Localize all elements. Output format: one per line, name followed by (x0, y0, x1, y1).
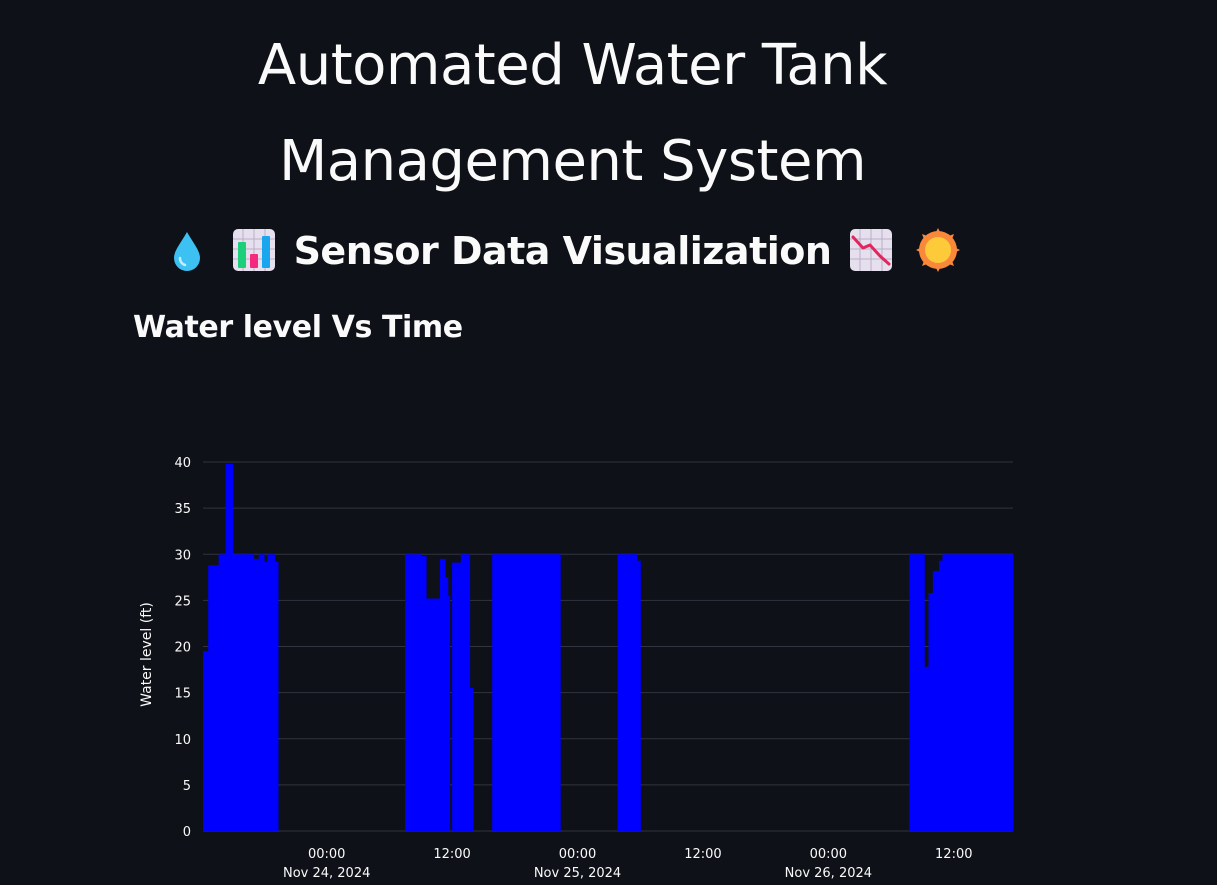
bar (253, 558, 260, 831)
bar (439, 558, 446, 831)
sun-icon (915, 227, 960, 272)
chart-decreasing-icon (850, 228, 893, 271)
x-tick-label: 00:00 (559, 847, 596, 862)
x-tick-date-label: Nov 26, 2024 (785, 866, 872, 881)
x-tick-date-label: Nov 25, 2024 (534, 866, 621, 881)
y-tick-label: 40 (174, 456, 191, 471)
bar (208, 565, 220, 831)
bar (267, 554, 276, 831)
section-title: Sensor Data Visualization (0, 224, 1125, 278)
droplet-icon (174, 231, 201, 271)
y-tick-label: 30 (174, 548, 191, 563)
bar (420, 556, 427, 831)
y-axis-title: Water level (ft) (139, 602, 155, 707)
x-tick-label: 00:00 (308, 847, 345, 862)
bar (425, 598, 443, 831)
bar (405, 554, 422, 831)
bar (909, 554, 925, 831)
bar (460, 554, 471, 831)
bar (452, 562, 462, 831)
bar (203, 651, 209, 831)
bar (617, 554, 638, 831)
bar (445, 577, 449, 831)
page-title-line-1: Automated Water Tank (257, 33, 888, 98)
x-tick-label: 00:00 (810, 847, 847, 862)
bar (938, 560, 944, 831)
bar (924, 666, 930, 831)
y-tick-label: 0 (183, 825, 191, 840)
section-title-text: Sensor Data Visualization (293, 229, 832, 273)
bar (928, 592, 934, 831)
x-tick-label: 12:00 (684, 847, 721, 862)
bar (492, 554, 561, 831)
bar (232, 554, 255, 831)
y-tick-label: 20 (174, 641, 191, 656)
y-tick-label: 35 (174, 502, 191, 517)
water-level-chart[interactable]: 0 5 10 15 20 25 30 35 40 00:00 Nov 24, 2024 12:00 00… (120, 440, 1020, 885)
bar (263, 561, 269, 831)
bar (942, 554, 1014, 831)
page-title-line-2: Management System (278, 129, 867, 194)
y-tick-label: 15 (174, 687, 191, 702)
y-tick-label: 5 (183, 779, 191, 794)
bar (932, 570, 940, 831)
bar (258, 554, 265, 831)
bar-chart-icon (232, 228, 275, 271)
y-tick-label: 10 (174, 733, 191, 748)
bar (447, 595, 451, 831)
x-tick-label: 12:00 (433, 847, 470, 862)
bar (469, 688, 474, 831)
bar (218, 554, 227, 831)
chart-heading: Water level Vs Time (133, 310, 463, 345)
bar (225, 463, 234, 831)
x-tick-date-label: Nov 24, 2024 (283, 866, 370, 881)
x-tick-label: 12:00 (935, 847, 972, 862)
bar (274, 561, 279, 831)
page-title: Automated Water Tank Management System (0, 18, 1145, 210)
y-tick-label: 25 (174, 594, 191, 609)
bar (636, 560, 641, 831)
